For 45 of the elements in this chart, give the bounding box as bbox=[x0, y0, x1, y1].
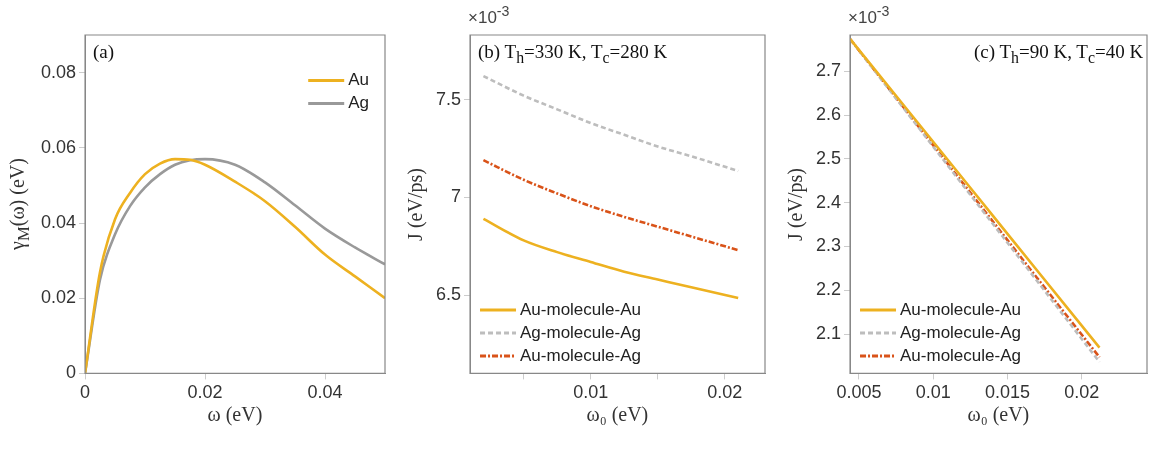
line-series bbox=[85, 157, 385, 374]
x-tick-label: 0.01 bbox=[573, 382, 609, 403]
x-axis-title: ω (eV) bbox=[207, 403, 263, 427]
x-tick-label: 0.02 bbox=[1064, 382, 1100, 403]
y-tick-label: 0 bbox=[66, 362, 77, 383]
y-tick-label: 0.06 bbox=[40, 136, 77, 157]
y-tick-label: 7.5 bbox=[435, 88, 462, 109]
y-tick-label: 2.1 bbox=[815, 322, 842, 343]
annotation: (b) T$_{h}$=330 K, T$_{c}$=280 K bbox=[478, 41, 668, 67]
legend-label: Ag-molecule-Ag bbox=[900, 322, 1021, 342]
y-tick-label: 7 bbox=[451, 186, 462, 207]
legend-label: Au bbox=[348, 70, 369, 90]
x-tick-label: 0.02 bbox=[707, 382, 743, 403]
text: ×10$^{-3}$ bbox=[468, 3, 510, 28]
legend-label: Au-molecule-Ag bbox=[520, 345, 641, 365]
annotation: (a) bbox=[93, 41, 115, 63]
y-tick-label: 2.5 bbox=[815, 147, 842, 168]
x-tick-label: 0.005 bbox=[836, 382, 882, 403]
y-tick-label: 2.4 bbox=[815, 191, 842, 212]
x-tick-label: 0.01 bbox=[915, 382, 951, 403]
annotation: (c) T$_{h}$=90 K, T$_{c}$=40 K bbox=[974, 41, 1144, 67]
legend-label: Au-molecule-Ag bbox=[900, 345, 1021, 365]
legend-label: Ag-molecule-Ag bbox=[520, 322, 641, 342]
x-tick-label: 0.015 bbox=[984, 382, 1030, 403]
y-tick-label: 2.7 bbox=[815, 60, 842, 81]
x-tick-label: 0.02 bbox=[187, 382, 223, 403]
y-tick-label: 2.6 bbox=[815, 104, 842, 125]
x-tick-label: 0.04 bbox=[307, 382, 343, 403]
text: ×10$^{-3}$ bbox=[848, 3, 890, 28]
y-tick-label: 2.3 bbox=[815, 235, 842, 256]
y-tick-label: 0.04 bbox=[40, 211, 77, 232]
line-series bbox=[482, 217, 740, 300]
legend-label: Au-molecule-Au bbox=[900, 299, 1021, 319]
y-axis-title: J (eV/ps) bbox=[403, 167, 427, 241]
y-axis-title: J (eV/ps) bbox=[783, 167, 807, 241]
line-series bbox=[482, 158, 740, 252]
legend-label: Au-molecule-Au bbox=[520, 299, 641, 319]
legend-label: Ag bbox=[348, 93, 369, 113]
x-tick-label: 0 bbox=[80, 382, 91, 403]
y-tick-label: 6.5 bbox=[435, 284, 462, 305]
y-tick-label: 2.2 bbox=[815, 279, 842, 300]
y-tick-label: 0.02 bbox=[40, 287, 77, 308]
x-axis-title: ω₀ (eV) bbox=[586, 403, 649, 427]
y-tick-label: 0.08 bbox=[40, 61, 77, 82]
x-axis-title: ω₀ (eV) bbox=[967, 403, 1030, 427]
